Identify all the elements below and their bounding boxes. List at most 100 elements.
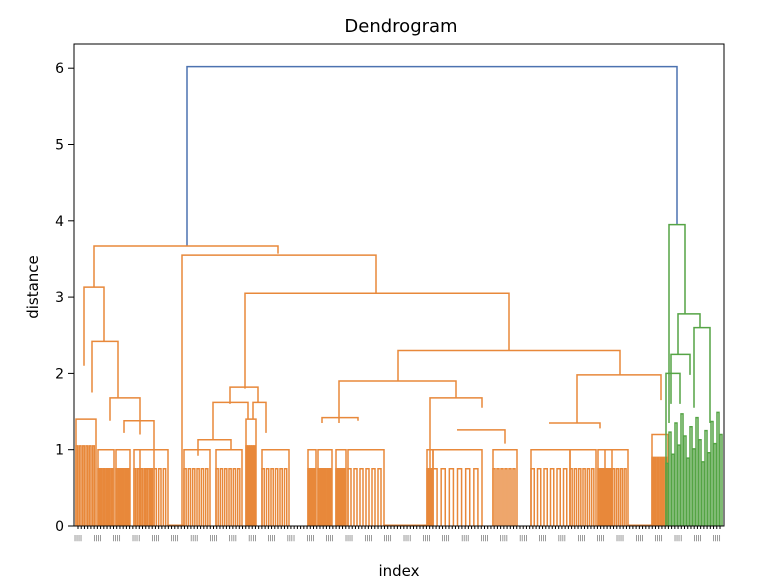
x-tick-label: ||||: [655, 535, 663, 542]
leaf-link: [143, 468, 148, 526]
leaf-link: [536, 468, 542, 526]
leaf-link: [653, 456, 657, 526]
leaf-link: [569, 468, 573, 526]
x-tick-label: ||||: [500, 535, 508, 542]
x-tick-label: ||||: [674, 535, 682, 542]
cluster-2-leaf-link: [674, 422, 678, 526]
leaf-link: [91, 445, 96, 526]
leaf-link: [530, 468, 535, 526]
cluster-1-link: [244, 292, 510, 389]
x-tick-label: ||||: [616, 535, 624, 542]
leaf-link: [656, 456, 660, 526]
leaf-link: [377, 468, 382, 526]
cluster-1-link: [123, 419, 155, 450]
cluster-1-link: [338, 380, 457, 423]
x-tick-label: ||||: [403, 535, 411, 542]
cluster-2-link: [693, 326, 711, 423]
leaf-link: [430, 468, 433, 526]
leaf-link: [353, 468, 358, 526]
leaf-link: [279, 468, 283, 526]
leaf-link: [270, 468, 274, 526]
x-tick-label: ||||: [345, 535, 353, 542]
leaf-link: [78, 445, 82, 526]
leaf-link: [187, 468, 192, 526]
cluster-1-link: [93, 245, 279, 288]
leaf-link: [81, 445, 86, 526]
x-tick-label: ||||: [364, 535, 372, 542]
cluster-2-leaf-link: [683, 435, 687, 526]
leaf-link: [321, 468, 325, 526]
cluster-2-leaf-link: [668, 431, 672, 526]
leaf-link: [500, 468, 504, 526]
cluster-2-leaf-link: [680, 413, 684, 526]
leaf-link: [601, 468, 605, 526]
x-tick-label: ||||: [268, 535, 276, 542]
x-tick-label: ||||: [693, 535, 701, 542]
x-tick-label: ||||: [248, 535, 256, 542]
leaf-link: [153, 468, 158, 526]
leaf-link: [245, 445, 248, 526]
plot-frame: [73, 43, 725, 527]
x-tick-label: ||||: [113, 535, 121, 542]
leaf-link: [337, 468, 340, 526]
leaf-link: [311, 468, 314, 526]
cluster-2-leaf-link: [677, 444, 681, 526]
cluster-2-leaf-link: [671, 453, 675, 526]
leaf-link: [512, 468, 516, 526]
leaf-link: [236, 468, 241, 526]
cluster-2-link: [665, 372, 681, 526]
cluster-1-link: [109, 397, 141, 435]
leaf-link: [204, 468, 209, 526]
cluster-1-link: [197, 439, 232, 456]
x-tick-label: ||||: [713, 535, 721, 542]
leaf-link: [508, 468, 512, 526]
leaf-link: [251, 445, 254, 526]
leaf-link: [228, 468, 232, 526]
x-tick-label: ||||: [422, 535, 430, 542]
leaf-link: [136, 468, 140, 526]
leaf-link: [232, 468, 237, 526]
leaf-link: [599, 468, 603, 526]
leaf-link: [577, 468, 582, 526]
y-tick-label: 5: [55, 138, 64, 154]
x-tick-label: ||||: [190, 535, 198, 542]
leaf-link: [343, 468, 346, 526]
leaf-link: [97, 468, 101, 526]
x-tick-label: ||||: [209, 535, 217, 542]
leaf-link: [119, 468, 123, 526]
cluster-1-link: [91, 340, 119, 398]
leaf-link: [326, 468, 330, 526]
cluster-1-link: [457, 429, 506, 444]
leaf-link: [504, 468, 508, 526]
x-tick-label: ||||: [539, 535, 547, 542]
leaf-link: [549, 468, 555, 526]
x-tick-label: ||||: [597, 535, 605, 542]
leaf-link: [335, 468, 338, 526]
leaf-link: [247, 445, 250, 526]
cluster-2-leaf-link: [695, 416, 699, 526]
x-tick-label: ||||: [326, 535, 334, 542]
leaf-link: [371, 468, 376, 526]
cluster-2-leaf-link: [665, 462, 669, 526]
leaf-link: [219, 468, 224, 526]
leaf-link: [428, 468, 431, 526]
leaf-link: [543, 468, 548, 526]
leaf-link: [307, 468, 310, 526]
x-tick-label: ||||: [132, 535, 140, 542]
cluster-1-link: [212, 401, 249, 440]
leaf-link: [102, 468, 106, 526]
x-tick-label: ||||: [229, 535, 237, 542]
leaf-link: [122, 468, 125, 526]
leaf-link: [615, 468, 620, 526]
leaf-link: [319, 468, 323, 526]
cluster-2-leaf-link: [686, 457, 690, 526]
leaf-link: [324, 468, 327, 526]
leaf-link: [317, 468, 320, 526]
y-axis-ticks: 0 1 2 3 4 5 6: [55, 61, 74, 535]
leaf-link: [253, 445, 256, 526]
cluster-1-link: [549, 422, 601, 429]
cluster-1-link: [576, 374, 662, 423]
leaf-link: [183, 468, 187, 526]
x-tick-label: ||||: [384, 535, 392, 542]
leaf-link: [75, 445, 79, 526]
